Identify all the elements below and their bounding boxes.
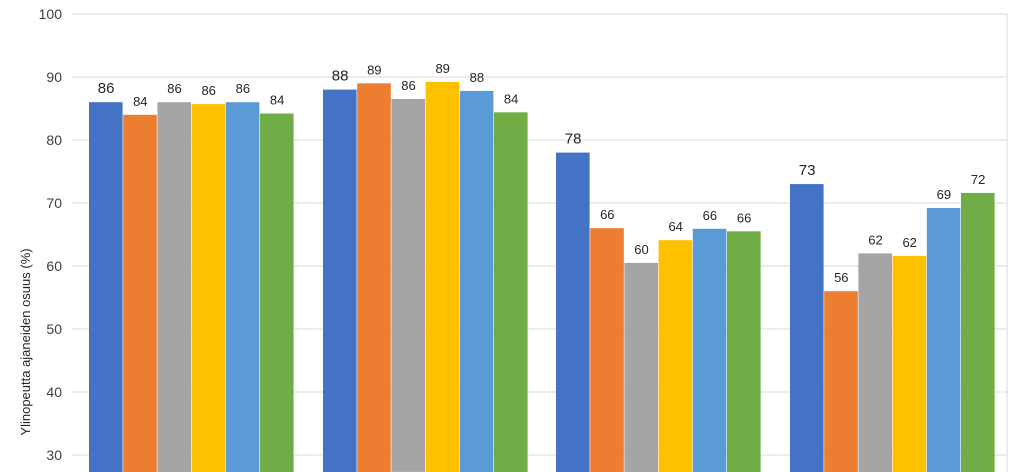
y-tick-label: 100: [39, 6, 63, 22]
bar-data-label: 86: [167, 81, 181, 96]
bar-data-label: 86: [98, 80, 115, 97]
bar-data-label: 86: [236, 81, 250, 96]
bar: [926, 208, 961, 472]
bar-data-label: 84: [133, 94, 147, 109]
bar: [858, 253, 892, 472]
bar: [89, 102, 123, 472]
bar-data-label: 84: [270, 93, 284, 108]
bar: [790, 184, 824, 472]
bar: [556, 152, 590, 472]
y-tick-label: 60: [46, 258, 62, 274]
bar-data-label: 78: [565, 131, 582, 148]
bars: [89, 82, 995, 472]
y-tick-label: 30: [46, 447, 62, 463]
bar: [260, 113, 294, 472]
bar-data-label: 66: [600, 207, 614, 222]
bar: [892, 255, 927, 472]
bar-data-label: 66: [703, 208, 717, 223]
bar: [391, 99, 425, 472]
bar: [459, 90, 494, 472]
y-tick-label: 70: [46, 195, 62, 211]
y-axis-title: Ylinopeutta ajaneiden osuus (%): [18, 248, 33, 435]
bar-data-label: 64: [668, 219, 682, 234]
bar: [357, 83, 391, 472]
bar-data-label: 88: [332, 68, 349, 85]
bar: [727, 231, 761, 472]
bar: [191, 104, 226, 472]
bar: [494, 112, 528, 472]
bar-data-label: 86: [201, 83, 215, 98]
bar-data-label: 56: [834, 270, 848, 285]
bar-data-label: 84: [504, 91, 518, 106]
bar-data-label: 88: [470, 70, 484, 85]
y-tick-label: 90: [46, 69, 62, 85]
bar: [225, 102, 260, 472]
bar-data-label: 62: [868, 232, 882, 247]
bar-data-label: 69: [937, 187, 951, 202]
bar-data-label: 89: [367, 62, 381, 77]
bar: [961, 192, 995, 472]
bar-data-label: 73: [799, 162, 816, 179]
bar: [624, 262, 658, 472]
bar-data-label: 86: [401, 78, 415, 93]
bar: [824, 291, 858, 472]
bar-data-label: 89: [435, 61, 449, 76]
y-axis-ticks: 30 40 50 60 70 80 90 100: [39, 6, 63, 463]
bar-data-label: 62: [902, 235, 916, 250]
data-labels: 86 88 78 73 84 89 66 56 86 86 60 62 86 89 64 62 86 88 66 69…: [98, 61, 986, 285]
y-tick-label: 50: [46, 321, 62, 337]
bar: [123, 114, 157, 472]
bar-data-label: 72: [971, 172, 985, 187]
bar: [323, 89, 357, 472]
bar: [425, 82, 460, 472]
bar-data-label: 66: [737, 210, 751, 225]
bar-data-label: 60: [634, 242, 648, 257]
bar: [658, 240, 693, 472]
bar: [692, 228, 727, 472]
y-tick-label: 40: [46, 384, 62, 400]
y-tick-label: 80: [46, 132, 62, 148]
bar: [590, 228, 624, 472]
bar: [157, 102, 191, 472]
